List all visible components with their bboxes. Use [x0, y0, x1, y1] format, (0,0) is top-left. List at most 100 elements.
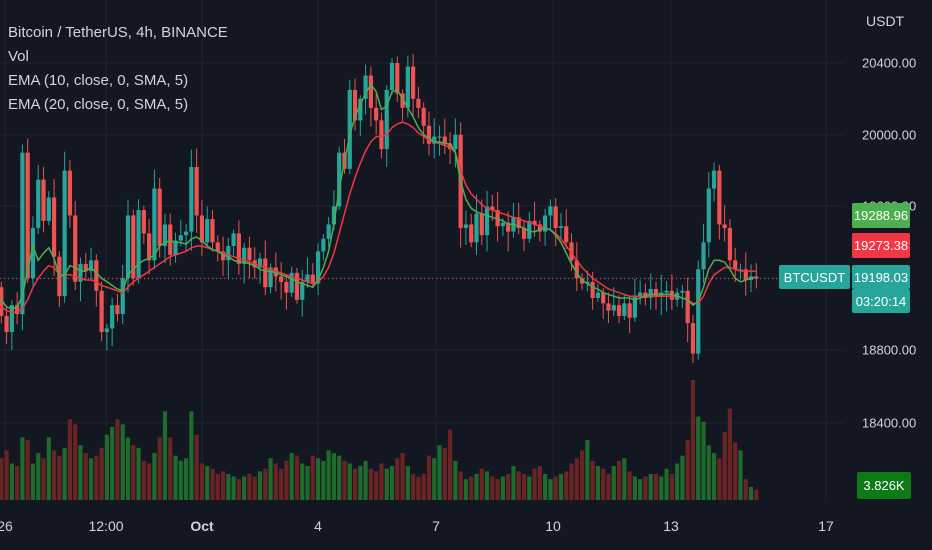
candle-body: [532, 220, 537, 225]
candle-body: [41, 179, 46, 221]
candle-body: [331, 206, 337, 225]
volume-bar: [120, 424, 125, 500]
candle-body: [300, 281, 305, 300]
volume-bar: [168, 437, 173, 500]
volume-bar: [664, 468, 669, 500]
y-tick-label: 20000.00: [862, 127, 917, 143]
volume-bar: [199, 463, 205, 500]
candle-body: [484, 206, 490, 236]
volume-bar: [73, 424, 78, 500]
candle-body: [611, 305, 616, 311]
volume-bar: [653, 473, 659, 500]
volume-bar: [748, 486, 754, 500]
candle-body: [305, 274, 310, 282]
volume-bar: [585, 440, 590, 500]
chart-title: Bitcoin / TetherUS, 4h, BINANCE: [8, 24, 228, 41]
y-tick-label: 18800.00: [862, 342, 917, 358]
volume-bar: [442, 447, 447, 500]
candle-body: [337, 152, 342, 207]
candle-body: [395, 63, 400, 94]
volume-bar: [310, 455, 315, 500]
candle-body: [231, 233, 236, 246]
volume-bar: [294, 455, 300, 500]
candle-body: [168, 224, 173, 255]
volume-bar: [257, 471, 263, 500]
candle-body: [205, 219, 210, 243]
volume-bar: [136, 447, 141, 500]
volume-bar: [437, 445, 442, 500]
volume-bar: [469, 476, 474, 500]
candle-body: [15, 305, 20, 315]
volume-bar: [675, 463, 680, 500]
symbol-tag: BTCUSDT: [779, 265, 850, 289]
volume-bar: [46, 437, 51, 500]
candle-body: [738, 269, 743, 271]
legend-ema10: EMA (10, close, 0, SMA, 5): [8, 72, 189, 89]
volume-bar: [300, 463, 305, 500]
candle-body: [51, 197, 57, 257]
volume-bar: [690, 380, 696, 500]
candle-body: [115, 305, 120, 315]
volume-bar: [553, 476, 558, 500]
candle-body: [638, 292, 643, 297]
volume-bar: [564, 471, 569, 500]
candle-body: [527, 220, 532, 239]
candle-body: [162, 224, 168, 246]
candle-body: [696, 269, 701, 354]
y-tick-label: 18400.00: [862, 415, 917, 431]
countdown-tag: 03:20:14: [852, 289, 910, 313]
candle-body: [294, 272, 300, 300]
candle-body: [379, 120, 384, 150]
candle-body: [543, 215, 548, 232]
candle-body: [727, 228, 733, 261]
candle-body: [67, 170, 73, 216]
volume-bar: [416, 476, 421, 500]
volume-bar: [405, 466, 410, 500]
x-tick-label: 26: [0, 518, 13, 534]
candle-body: [601, 292, 606, 304]
x-tick-label: 7: [432, 518, 440, 534]
volume-bar: [189, 411, 194, 500]
candle-body: [590, 281, 595, 298]
candle-body: [490, 206, 495, 211]
candle-body: [284, 281, 289, 293]
volume-bar: [236, 479, 241, 500]
candle-body: [442, 136, 447, 144]
candle-body: [426, 125, 432, 144]
volume-bar: [727, 408, 733, 500]
volume-bar: [273, 463, 278, 500]
candle-body: [500, 222, 505, 227]
candle-body: [453, 134, 458, 150]
volume-bar: [648, 473, 653, 500]
volume-bar: [532, 468, 537, 500]
volume-bar: [632, 476, 637, 500]
volume-bar: [331, 453, 337, 500]
volume-bar: [41, 458, 46, 500]
x-tick-label: 13: [663, 518, 679, 534]
volume-bar: [83, 453, 88, 500]
candle-body: [389, 63, 395, 90]
candle-body: [347, 89, 352, 169]
volume-bar: [490, 476, 495, 500]
candle-body: [690, 323, 696, 354]
candle-body: [178, 235, 183, 241]
candle-body: [30, 228, 36, 279]
candle-body: [548, 206, 553, 216]
candle-body: [289, 272, 294, 293]
volume-bar: [659, 476, 664, 500]
volume-bar: [173, 455, 178, 500]
volume-bar: [162, 411, 168, 500]
candle-body: [242, 247, 247, 264]
volume-bar: [495, 479, 500, 500]
candle-body: [363, 75, 368, 99]
candle-body: [558, 226, 564, 229]
candle-body: [733, 260, 738, 270]
volume-bar: [215, 473, 220, 500]
volume-bar: [400, 453, 405, 500]
volume-bar: [506, 473, 511, 500]
volume-bar: [389, 466, 395, 500]
volume-bar: [379, 463, 384, 500]
candle-body: [157, 188, 162, 246]
candle-body: [516, 217, 521, 229]
